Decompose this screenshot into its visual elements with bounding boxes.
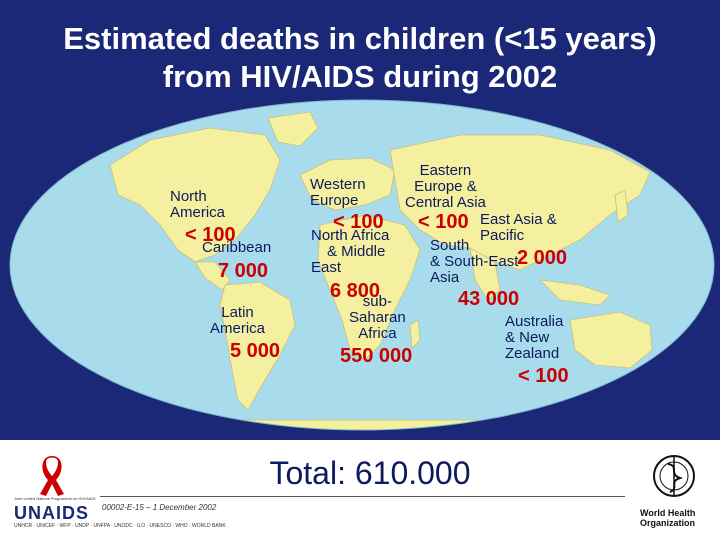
footnote: 00002-E-15 – 1 December 2002 bbox=[102, 503, 217, 512]
footer-divider bbox=[100, 496, 625, 497]
land-new-zealand bbox=[667, 364, 681, 393]
unaids-wordmark: UNAIDS bbox=[14, 503, 90, 523]
unaids-top-text: Joint United Nations Programme on HIV/AI… bbox=[14, 496, 96, 501]
value-western-europe: < 100 bbox=[333, 211, 384, 233]
unaids-logo bbox=[40, 456, 64, 496]
value-sub-saharan-africa: 550 000 bbox=[340, 345, 413, 367]
value-north-africa-middle-east: 6 800 bbox=[330, 280, 381, 302]
land-madagascar bbox=[409, 319, 421, 349]
who-name: World Health Organization bbox=[640, 508, 696, 528]
land-africa bbox=[317, 214, 421, 361]
label-east-asia-pacific: East Asia & Pacific bbox=[480, 211, 557, 244]
land-india bbox=[469, 247, 501, 301]
total-label: Total: 610.000 bbox=[269, 455, 471, 491]
land-australia bbox=[569, 311, 653, 369]
unaids-cosponsors: UNHCR · UNICEF · WFP · UNDP · UNFPA · UN… bbox=[14, 523, 226, 529]
title-line-1: Estimated deaths in children (<15 years) bbox=[63, 21, 657, 56]
label-north-africa-middle-east: North Africa & Middle East bbox=[311, 227, 390, 276]
value-australia-new-zealand: < 100 bbox=[518, 365, 569, 387]
value-eastern-europe-central-asia: < 100 bbox=[418, 211, 469, 233]
label-western-europe: Western Europe bbox=[310, 176, 366, 209]
land-europe bbox=[299, 157, 396, 211]
land-se-asia bbox=[538, 279, 611, 306]
who-logo-icon bbox=[653, 455, 695, 497]
land-north-america bbox=[109, 127, 281, 263]
label-latin-america: Latin America bbox=[210, 304, 266, 337]
value-latin-america: 5 000 bbox=[230, 340, 281, 362]
label-south-southeast-asia: South & South-East Asia bbox=[430, 237, 519, 286]
value-caribbean: 7 000 bbox=[218, 260, 269, 282]
value-north-america: < 100 bbox=[185, 224, 236, 246]
label-australia-new-zealand: Australia & New Zealand bbox=[505, 313, 564, 362]
label-north-america: North America bbox=[170, 188, 226, 221]
slide-title: Estimated deaths in children (<15 years)… bbox=[0, 20, 720, 96]
world-map bbox=[9, 99, 715, 431]
land-south-america bbox=[219, 281, 296, 411]
label-eastern-europe-central-asia: Eastern Europe & Central Asia bbox=[405, 162, 486, 211]
land-japan bbox=[614, 189, 629, 223]
title-line-2: from HIV/AIDS during 2002 bbox=[162, 59, 558, 94]
label-sub-saharan-africa: sub- Saharan Africa bbox=[349, 293, 406, 342]
value-east-asia-pacific: 2 000 bbox=[517, 247, 568, 269]
land-greenland bbox=[267, 111, 319, 147]
value-south-southeast-asia: 43 000 bbox=[458, 288, 520, 310]
label-caribbean: Caribbean bbox=[202, 239, 272, 256]
land-asia bbox=[389, 134, 651, 271]
